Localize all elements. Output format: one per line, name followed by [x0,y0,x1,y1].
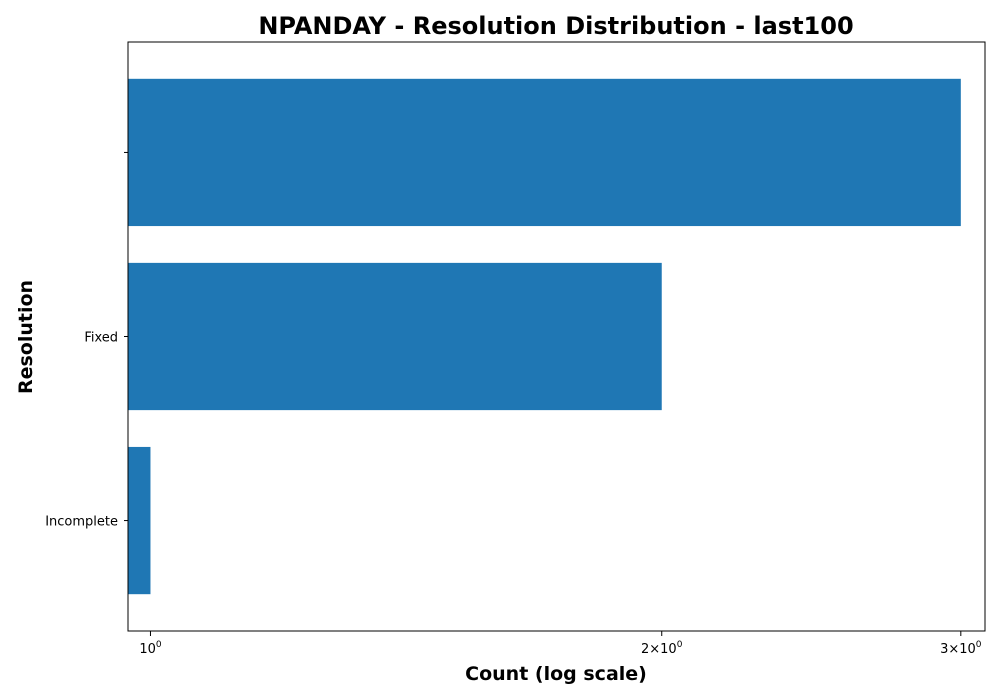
bar-incomplete [128,446,151,595]
x-axis-ticks: 100 2×100 3×100 [139,631,982,657]
x-tick-label: 2×100 [641,640,683,657]
y-axis-label: Resolution [15,280,37,394]
bar-unlabeled [128,78,961,227]
y-tick-label: Fixed [84,331,118,346]
x-tick-label: 100 [139,640,162,657]
y-axis-ticks: Fixed Incomplete [45,151,128,530]
bar-fixed [128,262,662,411]
plot-frame [127,41,986,632]
y-tick-label: Incomplete [45,515,118,530]
chart-title: NPANDAY - Resolution Distribution - last… [258,12,853,40]
bar-group [128,78,961,595]
x-axis-label: Count (log scale) [465,663,647,685]
x-tick-label: 3×100 [940,640,982,657]
